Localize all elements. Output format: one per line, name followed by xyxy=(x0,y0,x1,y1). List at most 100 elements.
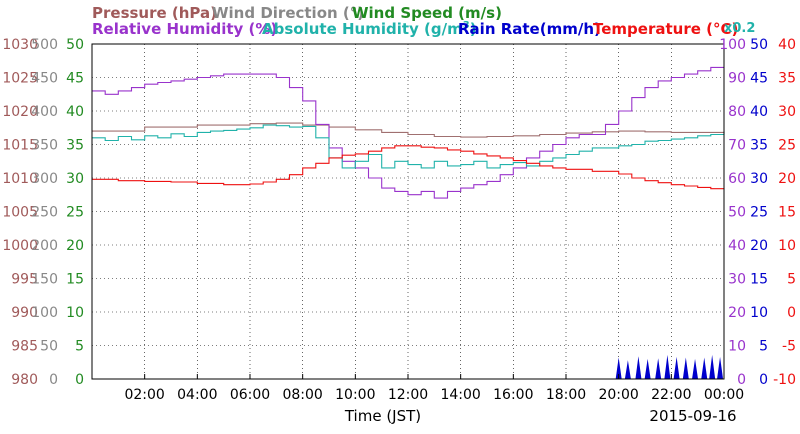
x-tick-label: 14:00 xyxy=(440,387,480,403)
x-tick-label: 02:00 xyxy=(124,387,164,403)
x-axis-label: Time (JST) xyxy=(344,407,421,425)
legend-pressure: Pressure (hPa) xyxy=(92,4,217,22)
y-tick-label-rh: 80 xyxy=(728,104,746,120)
legend-wind-dir: Wind Direction (°) xyxy=(212,4,364,22)
y-tick-label-rh: 10 xyxy=(728,339,746,355)
y-tick-label-rain: 50 xyxy=(750,37,768,53)
y-tick-label-pressure: 1020 xyxy=(2,104,38,120)
y-tick-label-rh: 0 xyxy=(737,372,746,388)
y-tick-label-temp: 15 xyxy=(778,205,796,221)
rain-rate-mark xyxy=(717,356,724,379)
y-tick-label-rh: 30 xyxy=(728,272,746,288)
y-tick-label-rain: 5 xyxy=(759,339,768,355)
legend-wind-speed: Wind Speed (m/s) xyxy=(352,4,502,22)
y-tick-label-rain: 30 xyxy=(750,171,768,187)
rain-rate-mark xyxy=(692,358,699,379)
y-tick-label-wind-speed: 30 xyxy=(66,171,84,187)
y-tick-label-pressure: 1015 xyxy=(2,138,38,154)
series-line-rh xyxy=(92,66,724,199)
y-tick-label-rain: 20 xyxy=(750,238,768,254)
x-tick-label: 22:00 xyxy=(651,387,691,403)
y-tick-label-wind-dir: 0 xyxy=(49,372,58,388)
y-tick-label-temp: 25 xyxy=(778,138,796,154)
y-tick-label-rain: 0 xyxy=(759,372,768,388)
y-tick-label-wind-speed: 15 xyxy=(66,272,84,288)
y-tick-label-rh: 60 xyxy=(728,171,746,187)
y-tick-label-wind-speed: 5 xyxy=(75,339,84,355)
rain-rate-mark xyxy=(682,357,689,379)
x-tick-label: 16:00 xyxy=(493,387,533,403)
y-tick-label-pressure: 990 xyxy=(11,305,38,321)
y-tick-label-rain: 40 xyxy=(750,104,768,120)
series-line-temp xyxy=(92,145,725,190)
y-tick-label-rain: 10 xyxy=(750,305,768,321)
legend-rain: Rain Rate(mm/h) xyxy=(458,20,601,38)
x-tick-label: 18:00 xyxy=(546,387,586,403)
x-tick-label: 04:00 xyxy=(177,387,217,403)
x-tick-label: 12:00 xyxy=(388,387,428,403)
y-tick-label-temp: -5 xyxy=(782,339,796,355)
y-tick-label-wind-speed: 20 xyxy=(66,238,84,254)
y-tick-label-wind-dir: 50 xyxy=(40,339,58,355)
y-tick-label-wind-speed: 35 xyxy=(66,138,84,154)
y-tick-label-temp: 10 xyxy=(778,238,796,254)
y-tick-label-pressure: 1010 xyxy=(2,171,38,187)
y-tick-label-temp: 20 xyxy=(778,171,796,187)
rain-scale-label: x0.2 xyxy=(724,21,755,36)
y-tick-label-rain: 25 xyxy=(750,205,768,221)
y-tick-label-rh: 50 xyxy=(728,205,746,221)
y-tick-label-rh: 90 xyxy=(728,71,746,87)
x-tick-label: 06:00 xyxy=(230,387,270,403)
y-tick-label-wind-dir: 350 xyxy=(31,138,58,154)
y-tick-label-temp: 0 xyxy=(787,305,796,321)
y-tick-label-temp: 30 xyxy=(778,104,796,120)
grid xyxy=(92,44,724,379)
y-tick-label-rh: 40 xyxy=(728,238,746,254)
rain-rate-mark xyxy=(644,358,651,379)
y-tick-label-rh: 70 xyxy=(728,138,746,154)
x-tick-label: 10:00 xyxy=(335,387,375,403)
rain-rate-mark xyxy=(655,358,662,379)
y-tick-label-temp: 35 xyxy=(778,71,796,87)
legend-temp: Temperature (°C) xyxy=(593,20,738,38)
y-tick-label-pressure: 995 xyxy=(11,272,38,288)
date-label: 2015-09-16 xyxy=(649,407,736,425)
x-tick-label: 20:00 xyxy=(598,387,638,403)
legend: Pressure (hPa)Wind Direction (°)Wind Spe… xyxy=(92,4,738,38)
y-tick-label-wind-dir: 200 xyxy=(31,238,58,254)
y-tick-label-wind-dir: 500 xyxy=(31,37,58,53)
rain-rate-mark xyxy=(664,354,671,379)
y-tick-label-wind-dir: 450 xyxy=(31,71,58,87)
legend-rh: Relative Humidity (%) xyxy=(92,20,277,38)
legend-abs-hum-pre: Absolute Humidity (g/m3) xyxy=(262,20,477,38)
rain-rate-mark xyxy=(635,356,642,379)
y-tick-label-wind-speed: 0 xyxy=(75,372,84,388)
y-tick-label-wind-dir: 250 xyxy=(31,205,58,221)
y-tick-label-wind-speed: 40 xyxy=(66,104,84,120)
y-tick-label-pressure: 1030 xyxy=(2,37,38,53)
series-layer xyxy=(92,66,725,379)
series-line-wind-speed xyxy=(92,124,725,169)
y-tick-label-rh: 20 xyxy=(728,305,746,321)
y-axis-ticks: 9809859909951000100510101015102010251030… xyxy=(2,37,796,388)
y-tick-label-temp: -10 xyxy=(773,372,796,388)
y-tick-label-rain: 35 xyxy=(750,138,768,154)
y-tick-label-temp: 5 xyxy=(787,272,796,288)
y-tick-label-wind-dir: 150 xyxy=(31,272,58,288)
y-tick-label-wind-speed: 45 xyxy=(66,71,84,87)
rain-rate-mark xyxy=(673,356,680,379)
x-tick-label: 00:00 xyxy=(704,387,744,403)
rain-rate-mark xyxy=(615,357,622,379)
rain-rate-mark xyxy=(624,360,631,379)
y-tick-label-temp: 40 xyxy=(778,37,796,53)
y-tick-label-rain: 15 xyxy=(750,272,768,288)
y-tick-label-wind-dir: 100 xyxy=(31,305,58,321)
y-tick-label-rain: 45 xyxy=(750,71,768,87)
rain-rate-mark xyxy=(709,354,716,379)
y-tick-label-pressure: 1000 xyxy=(2,238,38,254)
y-tick-label-pressure: 1025 xyxy=(2,71,38,87)
y-tick-label-wind-dir: 400 xyxy=(31,104,58,120)
series-line-pressure xyxy=(92,122,725,138)
y-tick-label-wind-speed: 50 xyxy=(66,37,84,53)
